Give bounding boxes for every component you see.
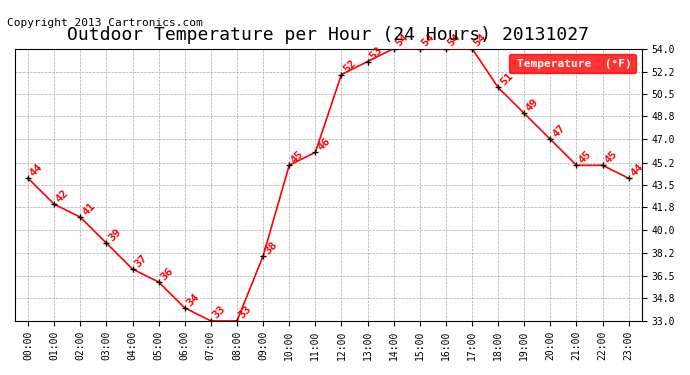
Text: 46: 46: [315, 136, 332, 152]
Text: 49: 49: [524, 97, 541, 113]
Text: 44: 44: [629, 162, 645, 178]
Text: 33: 33: [211, 304, 228, 321]
Text: 45: 45: [602, 148, 619, 165]
Text: Copyright 2013 Cartronics.com: Copyright 2013 Cartronics.com: [7, 18, 203, 28]
Text: 54: 54: [394, 32, 411, 49]
Text: 44: 44: [28, 162, 45, 178]
Text: 41: 41: [80, 201, 97, 217]
Text: 45: 45: [289, 148, 306, 165]
Text: 54: 54: [446, 32, 462, 49]
Text: 34: 34: [185, 291, 201, 308]
Text: 54: 54: [420, 32, 436, 49]
Title: Outdoor Temperature per Hour (24 Hours) 20131027: Outdoor Temperature per Hour (24 Hours) …: [68, 26, 589, 44]
Text: 36: 36: [159, 266, 175, 282]
Text: 38: 38: [263, 240, 279, 256]
Legend: Temperature  (°F): Temperature (°F): [509, 54, 636, 73]
Text: 53: 53: [368, 45, 384, 62]
Text: 47: 47: [551, 123, 567, 140]
Text: 37: 37: [132, 252, 149, 269]
Text: 51: 51: [498, 71, 515, 87]
Text: 45: 45: [576, 148, 593, 165]
Text: 33: 33: [237, 304, 254, 321]
Text: 54: 54: [472, 32, 489, 49]
Text: 39: 39: [106, 226, 123, 243]
Text: 42: 42: [55, 188, 71, 204]
Text: 52: 52: [342, 58, 358, 75]
